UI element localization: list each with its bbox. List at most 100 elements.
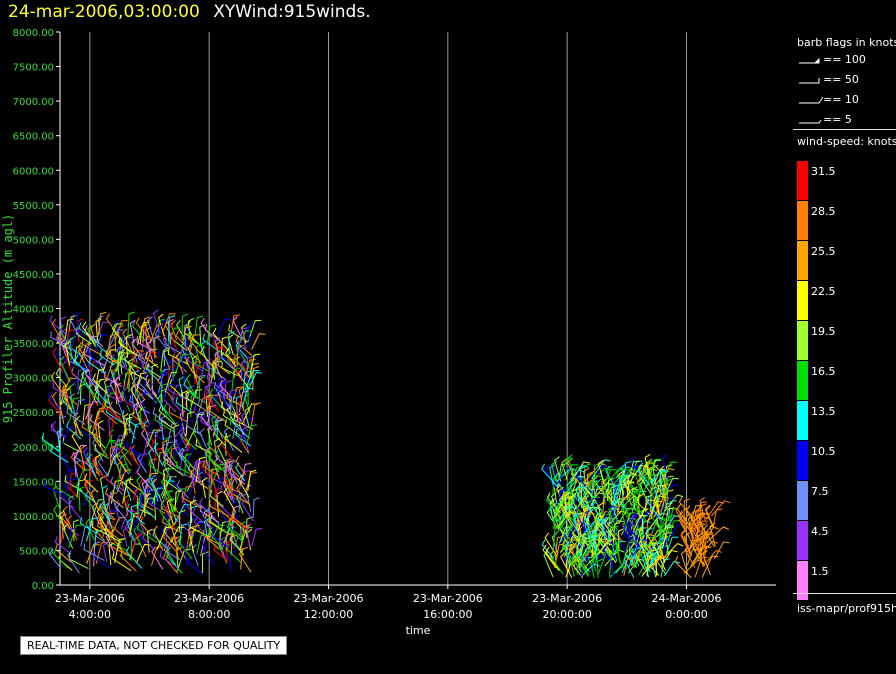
wind-barb [224,432,243,453]
wind-barb [241,403,258,425]
wind-barb [229,396,238,417]
wind-barb [568,543,585,569]
wind-barb [158,404,178,427]
wind-barb [136,533,147,558]
y-tick-label: 3500.00 [13,339,54,350]
barb-flag-entry: == 50 [797,73,859,86]
speed-color-swatch [797,161,808,200]
wind-barb [66,420,82,440]
wind-barb [200,415,218,433]
wind-barb-series [41,309,266,575]
barb-flag-label: == 5 [823,113,852,126]
wind-barb [125,334,133,358]
wind-barb [69,397,80,422]
wind-barb [189,345,202,364]
wind-barb [179,449,190,472]
wind-barb [642,556,666,575]
x-tick-time-label: 16:00:00 [423,608,472,621]
wind-barb [111,323,123,342]
wind-barb [242,370,252,393]
wind-barb [146,528,153,553]
wind-barb [158,416,166,440]
wind-barb [180,341,189,366]
wind-barb [145,326,152,347]
wind-barb [212,346,225,370]
wind-barb [160,480,175,496]
wind-barb [66,407,86,425]
wind-barb [554,503,573,517]
wind-barb [59,490,75,509]
wind-barb [240,546,249,570]
wind-barb [64,329,75,353]
wind-barb [136,502,152,516]
wind-barb [152,478,164,505]
wind-barb [191,360,199,389]
wind-barb [85,401,99,420]
wind-barb [567,475,586,492]
wind-barb [694,557,708,578]
wind-barb [154,485,166,508]
wind-barb [221,401,239,419]
wind-barb [117,541,135,560]
wind-barb [229,460,238,484]
wind-barb [638,470,652,495]
wind-barb [133,401,142,426]
speed-level-label: 31.5 [811,165,836,178]
wind-barb [171,353,188,373]
wind-barb [208,526,224,551]
wind-barb [193,413,205,432]
wind-barb [207,404,217,423]
wind-barb [164,371,178,394]
wind-barb [631,520,651,541]
wind-barb [167,422,178,446]
wind-barb [609,551,618,576]
wind-barb [210,467,218,493]
wind-barb [226,478,241,501]
wind-barb [213,338,231,354]
wind-barb [183,378,199,399]
wind-barb [158,413,175,430]
data-source-label: iss-mapr/prof915h [797,602,896,615]
wind-barb [188,333,202,356]
speed-color-swatch [797,401,808,440]
speed-color-swatch [797,361,808,400]
wind-barb [240,360,248,382]
wind-barb [697,540,719,561]
wind-barb [101,501,116,521]
wind-barb [146,429,160,448]
wind-barb [230,314,240,333]
wind-barb [601,478,608,505]
wind-barb [541,539,554,559]
wind-barb [131,320,146,341]
wind-barb [152,529,168,549]
wind-barb [87,324,97,348]
wind-barb [226,521,244,543]
wind-barb [142,316,151,343]
wind-barb [115,382,122,405]
wind-barb [62,454,73,474]
wind-barb [115,320,128,340]
wind-barb [62,427,74,445]
y-tick-label: 4500.00 [13,270,54,281]
wind-barb [213,544,228,561]
wind-barb [595,542,613,557]
wind-barb [546,507,560,530]
wind-barb [91,502,100,525]
wind-barb [147,363,163,379]
wind-barb [582,517,603,536]
wind-barb [584,481,596,502]
wind-barb [619,487,639,505]
wind-barb [204,447,211,468]
wind-barb [572,512,580,538]
wind-barb [157,368,171,393]
wind-barb [603,520,610,543]
wind-barb [206,532,220,550]
wind-barb [541,463,558,487]
wind-barb [651,544,669,563]
wind-barb [704,504,713,527]
wind-barb [664,507,675,530]
wind-barb [615,541,623,569]
wind-barb [659,468,675,483]
y-tick-label: 5500.00 [13,201,54,212]
wind-barb [186,392,203,409]
